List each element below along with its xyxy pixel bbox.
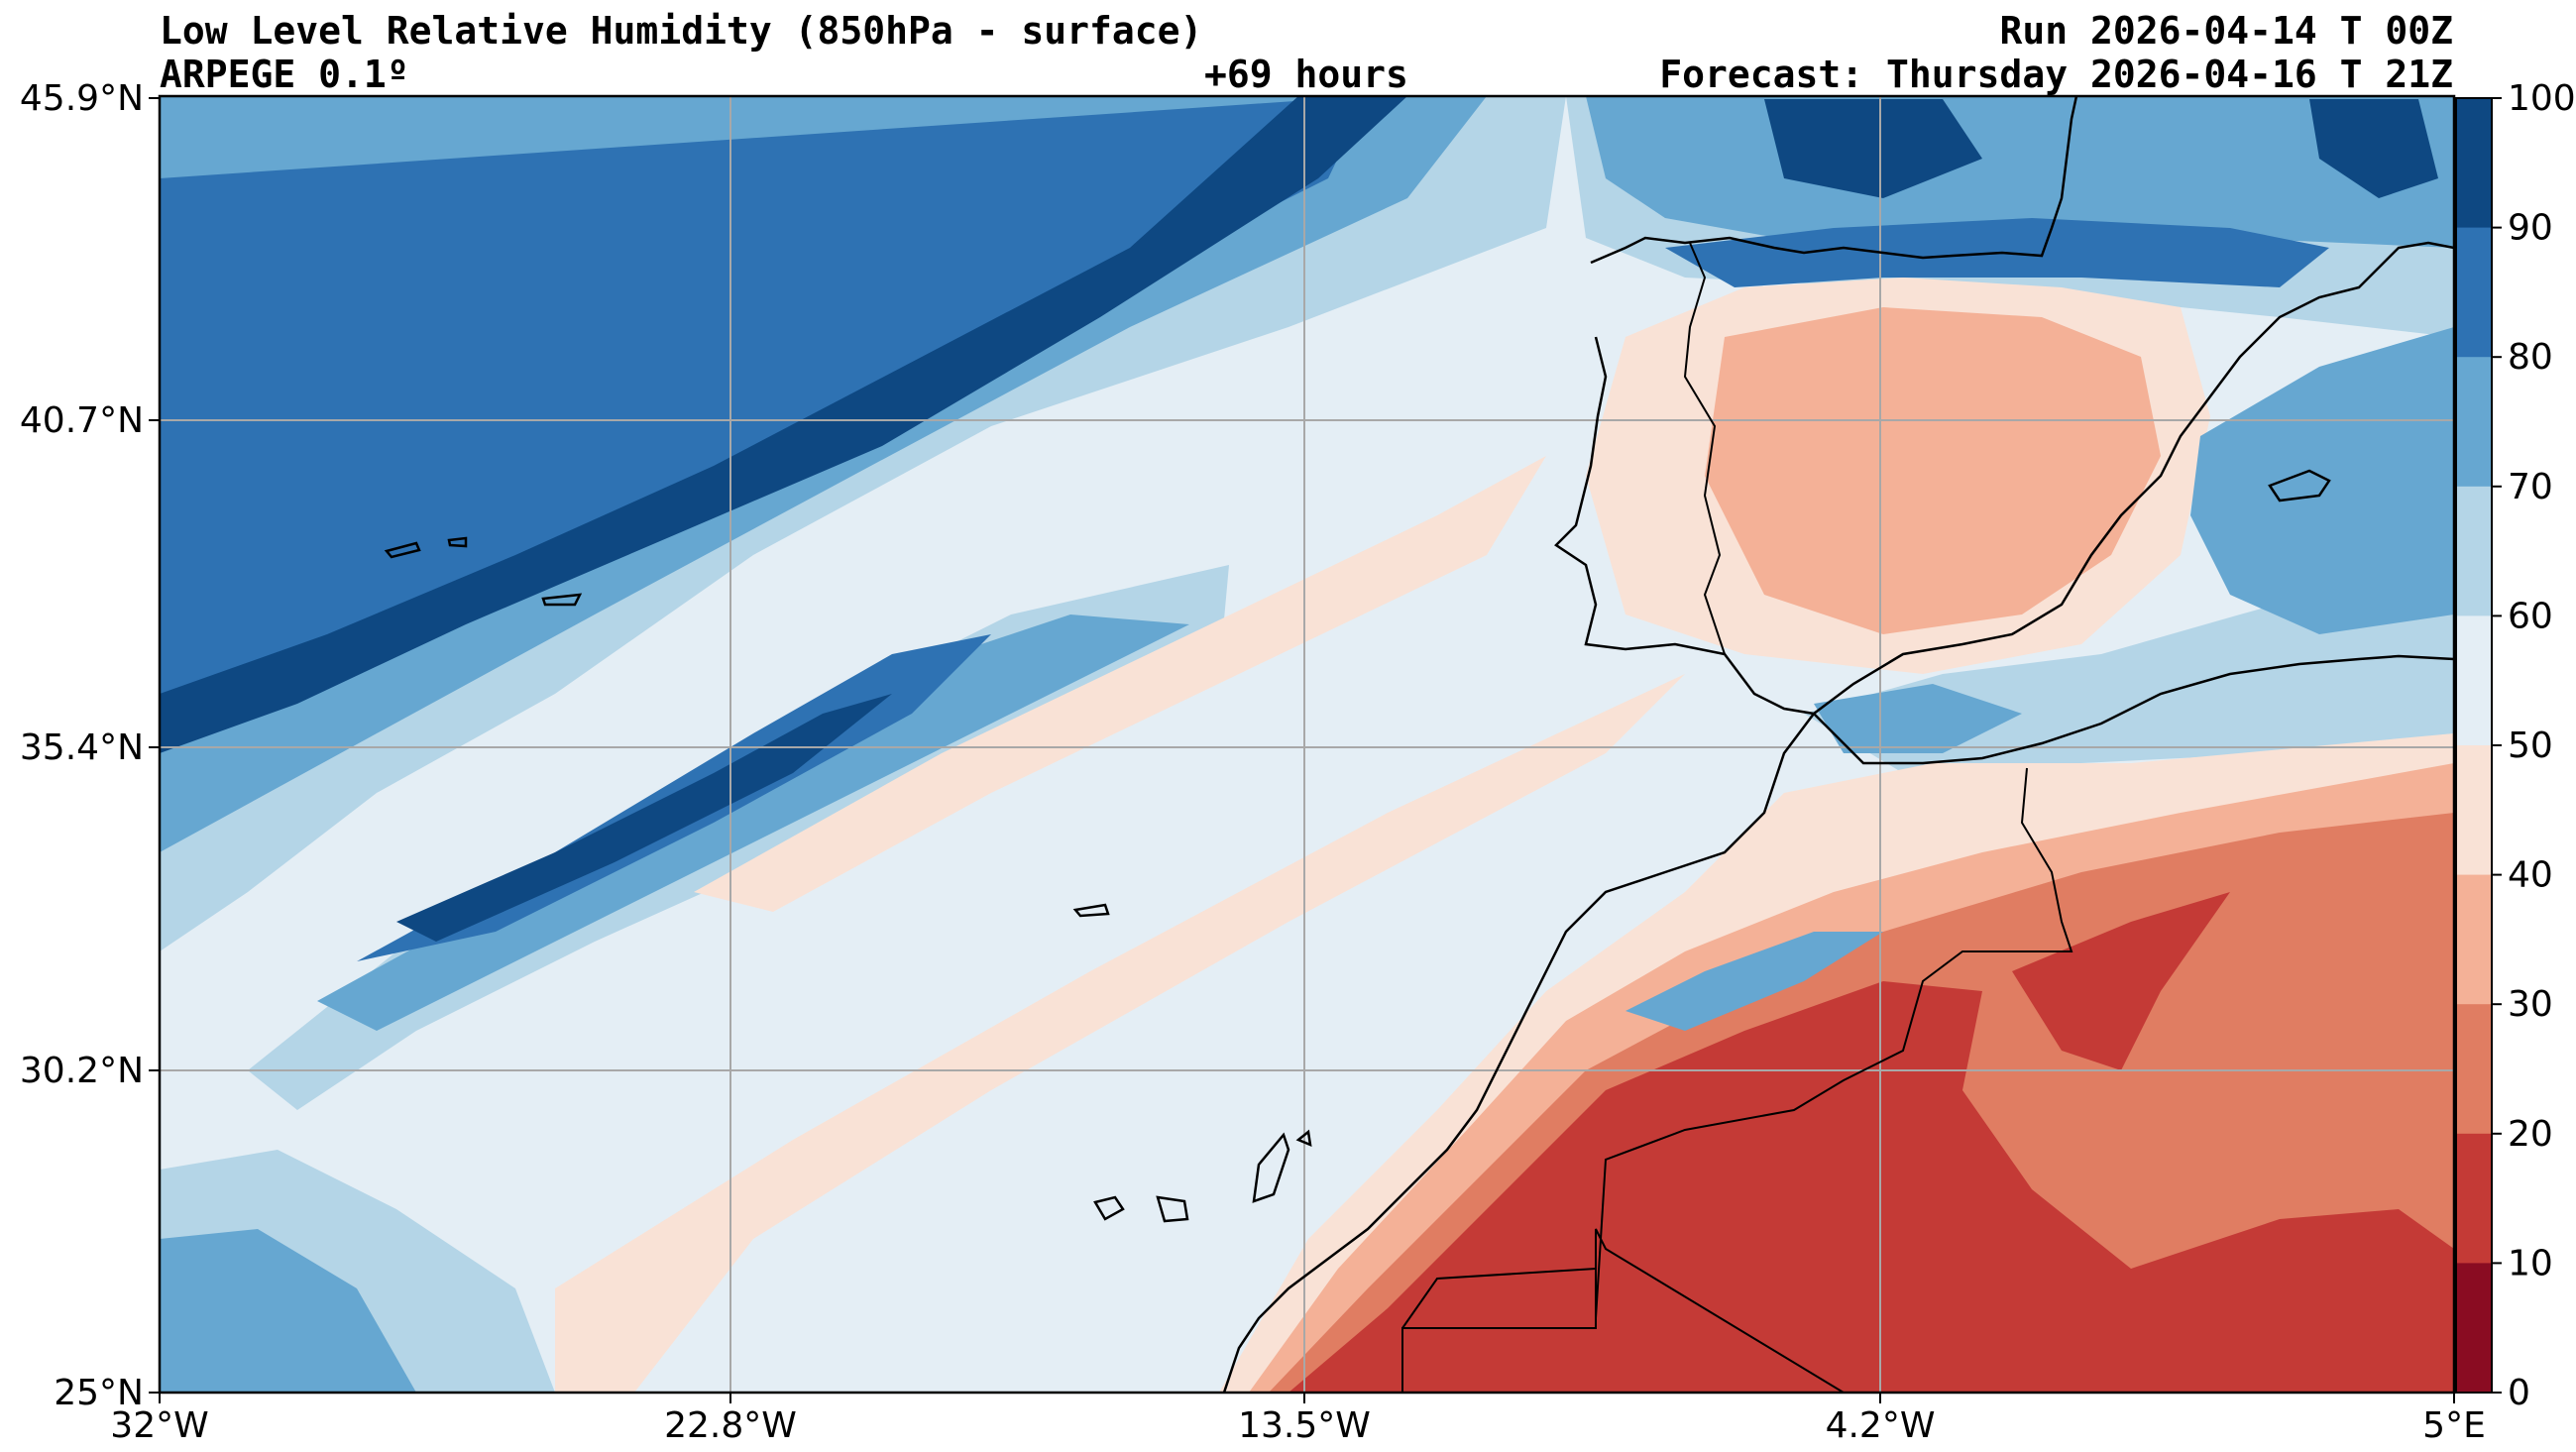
colorbar-tick-label: 30 (2508, 984, 2553, 1025)
lat-label: 35.4°N (20, 727, 144, 768)
colorbar-tick-label: 90 (2508, 208, 2553, 249)
lat-label: 25°N (54, 1373, 144, 1413)
lon-label: 5°E (2422, 1405, 2486, 1446)
colorbar-segment (2456, 1004, 2492, 1135)
coast-iberia (1590, 96, 2078, 265)
run-time: Run 2026-04-14 T 00Z (1999, 9, 2453, 53)
island-azores-2 (541, 593, 583, 607)
colorbar-tick-label: 20 (2508, 1114, 2553, 1155)
island-madeira (1072, 903, 1110, 918)
lon-label: 22.8°W (664, 1405, 797, 1446)
colorbar-segment (2456, 227, 2492, 358)
colorbar-tick-label: 50 (2508, 726, 2553, 766)
lat-label: 40.7°N (20, 400, 144, 441)
forecast-time: Forecast: Thursday 2026-04-16 T 21Z (1659, 53, 2453, 96)
colorbar-tick-label: 10 (2508, 1243, 2553, 1284)
island-balearic (2268, 469, 2331, 503)
humidity-balearic (1814, 684, 2022, 753)
dry-tongue-40-50 (555, 674, 1685, 1393)
colorbar-segment (2456, 486, 2492, 616)
colorbar-tick-label: 80 (2508, 337, 2553, 378)
island-canary-2 (1156, 1195, 1189, 1223)
map-frame (158, 94, 2456, 1395)
lat-label: 45.9°N (20, 78, 144, 119)
island-canary-1 (1093, 1195, 1125, 1221)
latitude-labels: 45.9°N 40.7°N 35.4°N 30.2°N 25°N (20, 78, 160, 1413)
border-morocco-algeria (1595, 767, 2073, 1319)
lon-label: 4.2°W (1826, 1405, 1936, 1446)
island-azores-1 (384, 541, 421, 559)
humidity-field (160, 96, 2454, 1393)
island-canary-4 (1295, 1129, 1312, 1148)
lead-time: +69 hours (1204, 53, 1408, 96)
borders (1401, 242, 2073, 1393)
colorbar-tick-label: 40 (2508, 855, 2553, 896)
model-name: ARPEGE 0.1º (160, 53, 409, 96)
border-mauritania (1401, 1268, 1597, 1329)
colorbar-segment (2456, 615, 2492, 746)
colorbar-segment (2456, 357, 2492, 488)
colorbar-tick-label: 0 (2508, 1373, 2530, 1413)
island-canary-3 (1252, 1132, 1290, 1203)
graticule (160, 96, 2454, 1393)
island-azores-3 (447, 536, 468, 548)
colorbar-tick-label: 100 (2508, 78, 2576, 119)
lat-label: 30.2°N (20, 1051, 144, 1091)
humidity-band-90-100 (160, 96, 1407, 753)
coast-iberia-west (1554, 336, 1815, 716)
colorbar-segment (2456, 1263, 2492, 1394)
coastlines (384, 96, 2454, 1393)
humidity-mediterranean-80 (2190, 327, 2454, 634)
humidity-alps-core (2309, 99, 2438, 198)
border-portugal-spain (1683, 242, 1726, 655)
border-sahara (1401, 1228, 1845, 1393)
colorbar-segment (2456, 745, 2492, 876)
dry-tongue-north (694, 456, 1546, 912)
colorbar-segment (2456, 1133, 2492, 1264)
dry-africa-east-10-20 (2012, 892, 2230, 1070)
colorbar-tick-label: 70 (2508, 467, 2553, 507)
moist-atlas-streak (1625, 932, 1883, 1031)
humidity-band-secondary-80 (317, 614, 1189, 1031)
map-title: Low Level Relative Humidity (850hPa - su… (160, 9, 1203, 53)
humidity-france-core (1764, 99, 1982, 198)
humidity-band-secondary-core (396, 694, 892, 942)
colorbar-segment (2456, 874, 2492, 1005)
dry-iberia-30-40 (1705, 307, 2161, 634)
dry-africa-10-20 (1288, 981, 2454, 1393)
coast-iberia-east (1813, 241, 2454, 715)
lon-label: 32°W (110, 1405, 208, 1446)
longitude-labels: 32°W 22.8°W 13.5°W 4.2°W 5°E (110, 1393, 2486, 1446)
colorbar-tick-label: 60 (2508, 596, 2553, 636)
lon-label: 13.5°W (1238, 1405, 1371, 1446)
colorbar-segment (2456, 98, 2492, 229)
coast-morocco (1222, 713, 1815, 1393)
coast-north-africa (1813, 654, 2454, 765)
humidity-southwest-core (160, 1229, 416, 1393)
